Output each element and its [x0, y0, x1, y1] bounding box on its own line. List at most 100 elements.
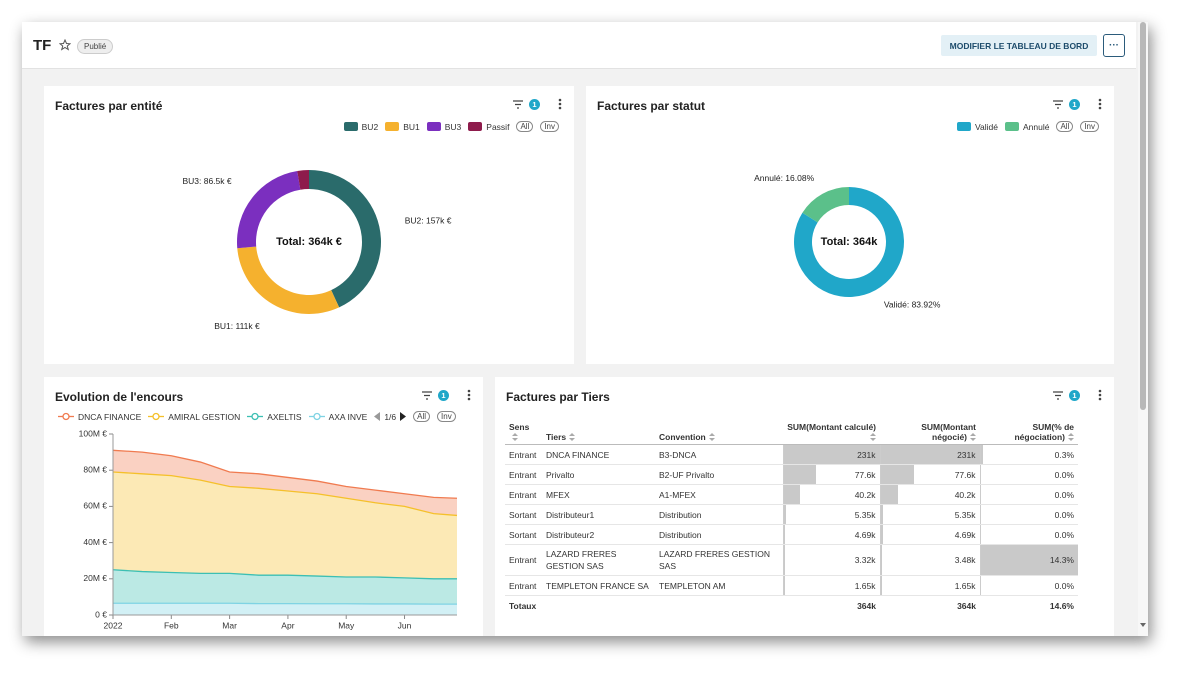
slice-label: BU2: 157k € [405, 215, 452, 225]
sort-icon[interactable] [870, 433, 876, 441]
arrow [374, 412, 381, 421]
arrow [569, 433, 576, 436]
y-tick-label: 100M € [79, 428, 108, 438]
legend-icon [308, 412, 325, 421]
panel-controls: 1 [1053, 98, 1102, 110]
cell-label: 1.65k [854, 580, 876, 591]
legend-button[interactable]: Inv [437, 411, 456, 422]
legend-dot [62, 412, 70, 421]
legend-button[interactable]: All [413, 411, 431, 422]
table-cell: Entrant [505, 544, 542, 576]
legend-label: AMIRAL GESTION [168, 411, 241, 422]
slice-label: BU3: 86.5k € [182, 176, 231, 186]
legend-button[interactable]: All [516, 121, 534, 132]
column-header[interactable]: Tiers [542, 416, 655, 445]
legend-item: AXA INVE [308, 412, 367, 422]
edit-button[interactable]: MODIFIER LE TABLEAU DE BORD [941, 35, 1097, 56]
arrow [569, 438, 576, 441]
filter-count[interactable]: 1 [1069, 98, 1080, 110]
table-cell: TEMPLETON AM [655, 575, 783, 596]
numeric-cell: 0.0% [979, 464, 1078, 485]
numeric-cell: 14.3% [979, 544, 1078, 576]
column-header[interactable]: SUM(Montant négocié) [880, 416, 980, 445]
filter-icon[interactable] [1053, 99, 1063, 109]
legend-button[interactable]: Inv [1080, 121, 1099, 132]
panel-menu[interactable] [467, 389, 471, 401]
table-cell: MFEX [542, 484, 655, 505]
legend-dot [251, 412, 259, 421]
legend-label: BU1 [403, 121, 420, 132]
legend-label: Passif [486, 121, 510, 132]
cell-label: 77.6k [854, 469, 876, 480]
panel-menu[interactable] [558, 98, 562, 110]
filter-count[interactable]: 1 [529, 98, 540, 110]
table-cell: B3-DNCA [655, 444, 783, 465]
legend-button[interactable]: Inv [540, 121, 559, 132]
numeric-cell: 0.0% [979, 575, 1078, 596]
numeric-cell: 40.2k [782, 484, 880, 505]
filter-count[interactable]: 1 [1069, 389, 1080, 401]
column-header[interactable]: Convention [655, 416, 783, 445]
scrollbar[interactable] [1138, 22, 1148, 636]
x-tick-label: Jun [398, 620, 412, 630]
filter-icon[interactable] [513, 99, 523, 109]
pager-next[interactable] [400, 412, 407, 421]
legend-item: Passif [468, 122, 509, 132]
legend-label: BU2 [361, 121, 379, 132]
panel-menu[interactable] [1098, 98, 1102, 110]
cell-label: 4.69k [854, 529, 876, 540]
sort-icon[interactable] [708, 433, 715, 441]
cell-bar [880, 505, 883, 524]
header-label: SUM(Montant négocié) [921, 422, 976, 442]
panel-title: Factures par Tiers [506, 390, 610, 404]
filter-icon[interactable] [422, 390, 432, 400]
column-header[interactable]: SUM(% de négociation) [980, 416, 1078, 445]
legend-dot [312, 412, 321, 421]
cell-bar [783, 576, 785, 595]
header-label: SUM(Montant calculé) [787, 422, 876, 432]
panel-title: Factures par entité [55, 99, 163, 113]
filter-icon[interactable] [1053, 390, 1063, 400]
legend-swatch [385, 122, 400, 131]
y-tick-label: 60M € [83, 501, 107, 511]
scroll-thumb[interactable] [1140, 22, 1146, 410]
numeric-cell: 1.65k [782, 575, 880, 596]
table-cell: Privalto [542, 464, 655, 485]
more-button[interactable]: ··· [1103, 34, 1125, 57]
table-cell: Distributeur2 [542, 524, 655, 545]
table-row: Entrant TEMPLETON FRANCE SA TEMPLETON AM 1.… [505, 575, 1078, 596]
favorite-star[interactable] [59, 39, 71, 51]
cell-label: 3.48k [954, 555, 976, 565]
table-cell: B2-UF Privalto [655, 464, 783, 485]
sort-icon[interactable] [970, 433, 976, 441]
donut-slice [802, 187, 849, 223]
cell-bar [783, 505, 786, 524]
filter-count[interactable]: 1 [438, 389, 449, 401]
legend-button[interactable]: All [1056, 121, 1074, 132]
area-line [113, 602, 457, 605]
cell-label: 4.69k [954, 529, 976, 540]
legend-dot [152, 412, 160, 421]
table-row: Entrant Privalto B2-UF Privalto 77.6k 77.6k 0… [505, 464, 1078, 485]
scroll-down[interactable] [1139, 622, 1147, 628]
arrow [1068, 438, 1074, 441]
sort-icon[interactable] [512, 433, 518, 441]
table-cell: LAZARD FRERES GESTION SAS [542, 544, 655, 576]
x-tick-label: May [338, 620, 355, 630]
column-header[interactable]: SUM(Montant calculé) [783, 416, 880, 445]
pager-prev[interactable] [374, 412, 381, 421]
cell-label: 0.3% [1054, 449, 1074, 460]
sort-icon[interactable] [1068, 433, 1074, 441]
arrow [1068, 433, 1074, 436]
panel: BU2: 157k € BU1: 111k € BU3: 86.5k € Total:… [44, 86, 574, 364]
legend-swatch [1004, 122, 1019, 131]
panel-menu[interactable] [1098, 389, 1102, 401]
donut-chart: Validé: 83.92% Annulé: 16.08% Total: 364k [754, 173, 941, 309]
legend: DNCA FINANCE AMIRAL GESTION AXELTIS AXA INV… [58, 411, 456, 422]
arrow [512, 438, 518, 441]
column-header[interactable]: Sens [505, 416, 542, 445]
sort-icon[interactable] [569, 433, 576, 441]
cell-bar [980, 545, 1078, 575]
table-cell: Sortant [505, 504, 542, 525]
